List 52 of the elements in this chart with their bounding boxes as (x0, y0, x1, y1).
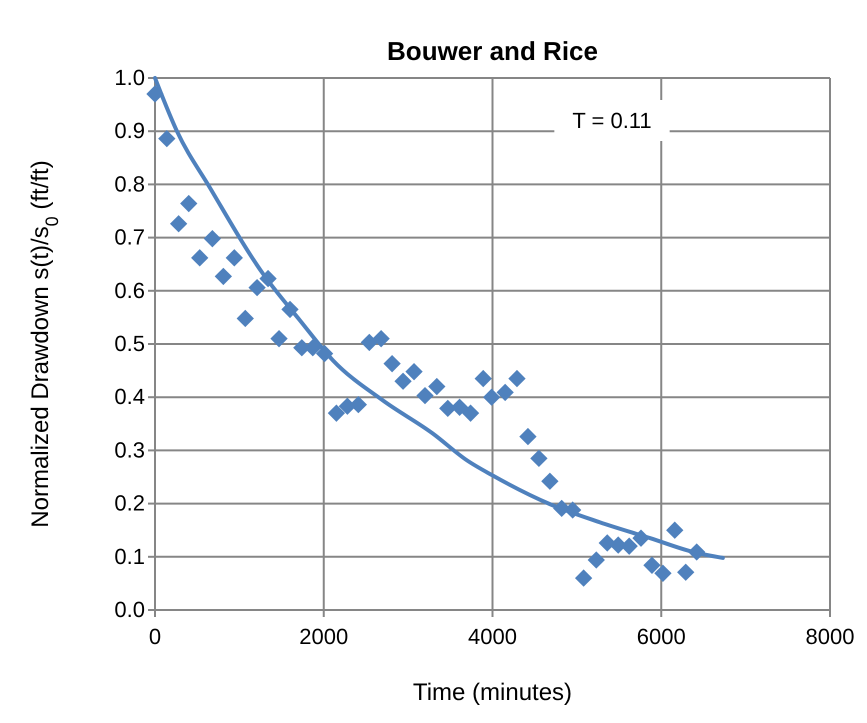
point (236, 310, 254, 328)
point (204, 230, 222, 248)
point (214, 268, 232, 286)
point (416, 386, 434, 404)
point (428, 378, 446, 396)
annotation: T = 0.11 (572, 108, 652, 133)
point (508, 370, 526, 388)
y-tick-label: 0.7 (114, 224, 145, 250)
point (170, 215, 188, 232)
y-tick-label: 0.0 (114, 597, 145, 622)
point (574, 569, 592, 587)
point (394, 372, 412, 390)
point (226, 249, 243, 266)
point (439, 400, 456, 418)
point (677, 564, 694, 581)
point (541, 472, 559, 490)
y-tick-label: 0.2 (114, 490, 145, 516)
y-tick-label: 0.4 (114, 384, 145, 410)
point (328, 404, 346, 422)
point (530, 450, 548, 468)
point (496, 384, 514, 402)
point (180, 194, 198, 212)
point (372, 330, 390, 348)
point (654, 564, 672, 582)
point (643, 556, 661, 574)
x-axis-title: Time (minutes) (412, 679, 572, 706)
y-tick-label: 0.5 (114, 331, 145, 356)
point (666, 522, 684, 539)
y-tick-label: 0.3 (114, 437, 145, 462)
chart-title: Bouwer and Rice (387, 36, 598, 66)
y-tick-label: 0.9 (114, 118, 145, 144)
y-tick-label: 0.8 (114, 171, 145, 196)
point (248, 278, 266, 296)
y-tick-label: 0.1 (114, 544, 145, 569)
point (462, 404, 480, 422)
point (474, 370, 492, 388)
point (360, 334, 378, 352)
point (588, 551, 605, 569)
point (158, 130, 176, 148)
y-tick-label: 0.6 (114, 278, 145, 303)
point (405, 363, 423, 380)
x-tick-label: 6000 (636, 624, 686, 650)
x-tick-label: 4000 (468, 624, 517, 650)
point (482, 388, 500, 406)
x-tick-label: 2000 (299, 624, 348, 650)
point (191, 249, 208, 266)
point (270, 330, 288, 348)
point (519, 428, 537, 446)
y-tick-label: 1.0 (114, 65, 145, 90)
x-tick-label: 0 (148, 624, 162, 650)
x-tick-label: 8000 (806, 624, 854, 650)
point (383, 355, 401, 372)
